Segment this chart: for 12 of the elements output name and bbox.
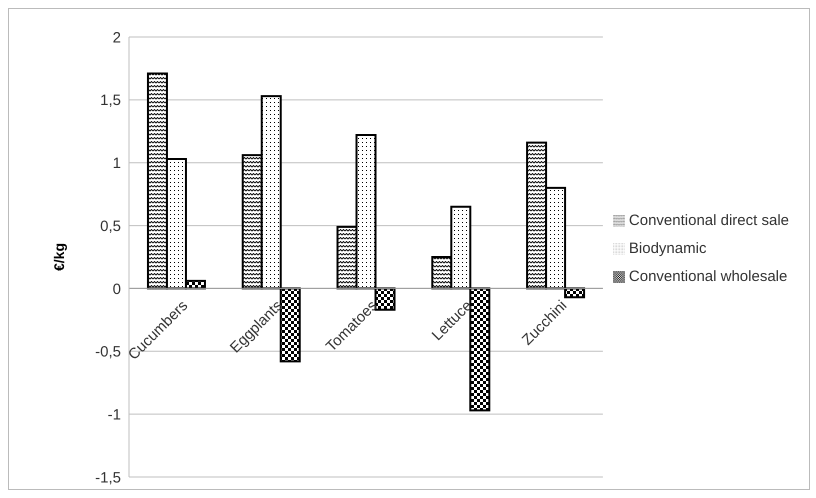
legend-label: Biodynamic bbox=[628, 240, 706, 257]
legend-label: Conventional direct sale bbox=[628, 212, 789, 229]
legend-label: Conventional wholesale bbox=[628, 268, 788, 285]
y-tick-label: -1,5 bbox=[95, 469, 121, 486]
y-tick-label: 1 bbox=[112, 155, 121, 172]
y-tick-label: 0 bbox=[112, 280, 121, 298]
y-axis-title: €/kg bbox=[50, 242, 67, 272]
y-tick-label: 2 bbox=[112, 29, 121, 46]
y-tick-label: -0,5 bbox=[95, 344, 121, 361]
y-tick-label: 1,5 bbox=[100, 92, 121, 110]
y-tick-label: 0,5 bbox=[100, 218, 121, 235]
y-tick-label: -1 bbox=[108, 406, 121, 424]
